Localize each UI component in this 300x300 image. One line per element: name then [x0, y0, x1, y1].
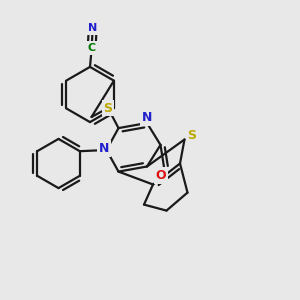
Text: S: S	[103, 101, 112, 115]
Text: N: N	[88, 23, 97, 34]
Text: C: C	[87, 43, 96, 53]
Text: N: N	[99, 142, 109, 155]
Text: S: S	[188, 129, 196, 142]
Text: N: N	[142, 111, 152, 124]
Text: O: O	[155, 169, 166, 182]
